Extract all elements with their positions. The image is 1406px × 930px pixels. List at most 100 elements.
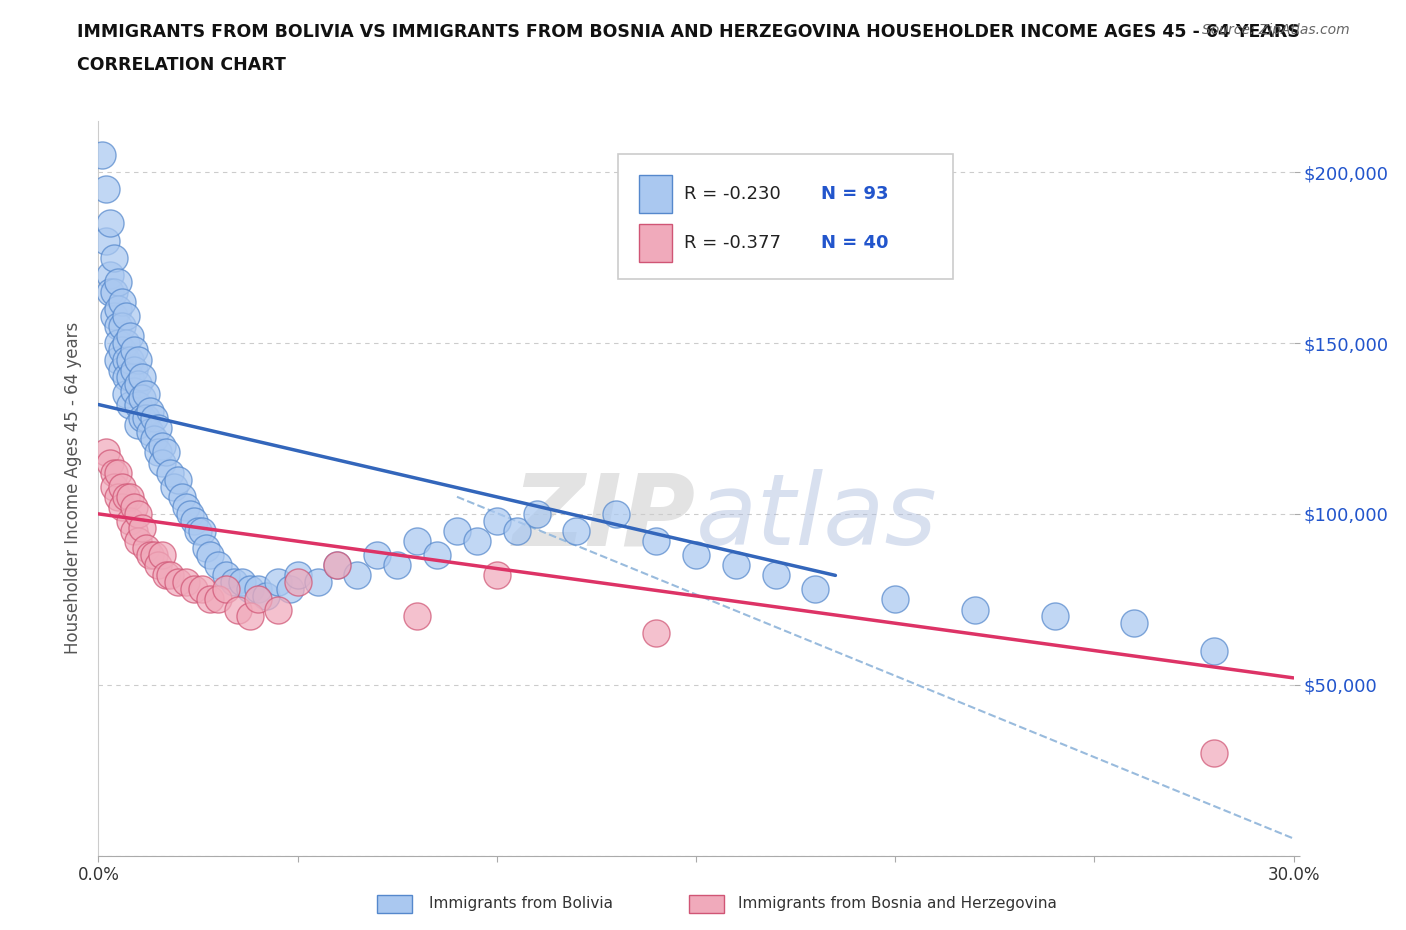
Point	[465, 534, 488, 549]
Point	[127, 352, 149, 367]
Point	[103, 250, 125, 265]
Point	[685, 548, 707, 563]
Point	[1123, 616, 1146, 631]
Point	[287, 575, 309, 590]
Text: atlas: atlas	[696, 469, 938, 566]
Point	[103, 465, 125, 480]
Point	[183, 581, 205, 596]
Point	[98, 285, 122, 299]
Point	[963, 602, 986, 617]
Point	[159, 465, 181, 480]
Point	[254, 589, 277, 604]
Point	[103, 308, 125, 323]
Point	[207, 591, 229, 606]
Point	[406, 609, 429, 624]
Point	[163, 479, 186, 494]
Text: R = -0.377: R = -0.377	[685, 233, 780, 252]
Point	[124, 363, 146, 378]
Point	[103, 479, 125, 494]
Point	[127, 418, 149, 432]
Point	[172, 489, 194, 504]
Point	[506, 524, 529, 538]
Point	[107, 318, 129, 333]
Point	[159, 568, 181, 583]
Point	[131, 520, 153, 535]
Point	[139, 404, 162, 418]
Point	[155, 568, 177, 583]
Point	[120, 397, 142, 412]
Point	[222, 575, 245, 590]
Point	[278, 581, 301, 596]
Point	[231, 575, 253, 590]
Point	[143, 432, 166, 446]
Point	[135, 411, 157, 426]
Point	[135, 387, 157, 402]
Point	[179, 507, 201, 522]
Point	[385, 558, 409, 573]
Point	[120, 370, 142, 385]
Point	[326, 558, 349, 573]
Point	[267, 602, 290, 617]
Point	[426, 548, 449, 563]
Point	[239, 581, 262, 596]
Point	[406, 534, 429, 549]
Point	[131, 411, 153, 426]
Point	[139, 424, 162, 439]
FancyBboxPatch shape	[638, 175, 672, 213]
Point	[198, 591, 221, 606]
Point	[150, 455, 173, 470]
Point	[645, 534, 668, 549]
Point	[135, 540, 157, 555]
Point	[526, 507, 548, 522]
Point	[111, 318, 134, 333]
FancyBboxPatch shape	[619, 154, 953, 279]
Point	[246, 591, 269, 606]
Point	[115, 387, 138, 402]
Point	[131, 391, 153, 405]
Point	[1043, 609, 1066, 624]
Point	[111, 479, 134, 494]
Point	[246, 581, 269, 596]
Point	[804, 581, 827, 596]
Point	[485, 513, 508, 528]
Point	[96, 445, 118, 459]
Point	[111, 499, 134, 514]
Point	[346, 568, 368, 583]
Y-axis label: Householder Income Ages 45 - 64 years: Householder Income Ages 45 - 64 years	[63, 322, 82, 655]
Point	[191, 581, 214, 596]
Point	[226, 602, 249, 617]
Point	[107, 352, 129, 367]
Point	[215, 568, 238, 583]
Point	[174, 499, 197, 514]
Point	[124, 383, 146, 398]
Point	[111, 295, 134, 310]
Point	[120, 352, 142, 367]
Point	[107, 465, 129, 480]
Point	[565, 524, 588, 538]
Point	[96, 233, 118, 248]
Point	[111, 363, 134, 378]
Point	[115, 336, 138, 351]
Point	[139, 548, 162, 563]
Point	[267, 575, 290, 590]
FancyBboxPatch shape	[638, 224, 672, 262]
Point	[148, 558, 170, 573]
Point	[111, 342, 134, 357]
Point	[124, 342, 146, 357]
Point	[107, 489, 129, 504]
Point	[98, 455, 122, 470]
Point	[485, 568, 508, 583]
Text: R = -0.230: R = -0.230	[685, 185, 780, 203]
Point	[183, 513, 205, 528]
Point	[143, 548, 166, 563]
Point	[366, 548, 388, 563]
Point	[207, 558, 229, 573]
Point	[127, 507, 149, 522]
Point	[127, 534, 149, 549]
Point	[605, 507, 627, 522]
Point	[131, 370, 153, 385]
Point	[115, 489, 138, 504]
Point	[148, 445, 170, 459]
Point	[174, 575, 197, 590]
Point	[307, 575, 329, 590]
